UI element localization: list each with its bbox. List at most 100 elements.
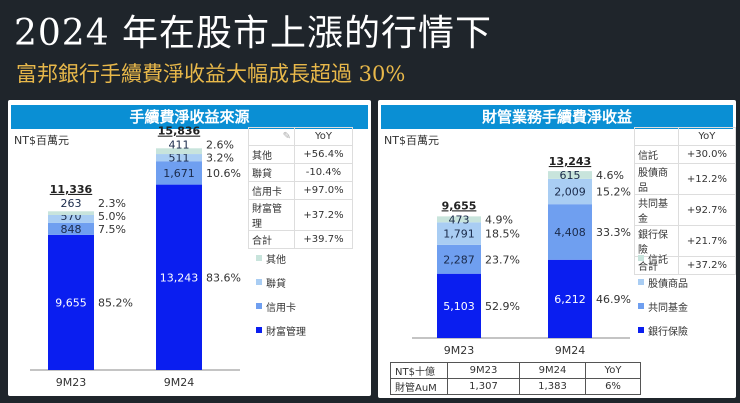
bar-segment [437, 273, 481, 338]
bar-value-label: 2,287 [443, 253, 475, 266]
bar-percent-label: 52.9% [485, 300, 520, 313]
bar-segment [437, 244, 481, 274]
bar-segment [156, 154, 202, 162]
aum-cell: 1,307 [447, 378, 520, 395]
bar-value-label: 1,791 [443, 228, 475, 241]
bar-total-label: 15,836 [158, 125, 201, 138]
bar-segment [156, 148, 202, 155]
legend-swatch [256, 303, 262, 309]
aum-table: NT$十億 9M23 9M24 YoY 財管AuM 1,307 1,383 6% [390, 362, 641, 395]
bar-percent-label: 7.5% [98, 223, 126, 236]
bar-value-label: 848 [61, 223, 82, 236]
fee-income-panel: 手續費淨收益來源 NT$百萬元 9,655 85.2% 848 7.5% 570 5.0%… [8, 100, 371, 396]
legend: 信託股債商品共同基金銀行保險 [638, 246, 688, 342]
aum-cell: 6% [585, 378, 641, 395]
yoy-key: 共同基金 [634, 194, 679, 226]
legend-label: 其他 [266, 254, 286, 266]
aum-cell: 1,383 [519, 378, 586, 395]
bar-value-label: 473 [449, 213, 470, 226]
bar-percent-label: 85.2% [98, 296, 133, 309]
bar-total-label: 9,655 [442, 199, 477, 212]
yoy-header: YoY [294, 127, 353, 146]
wealth-fee-panel: 財管業務手續費淨收益 NT$百萬元 5,103 52.9% 2,287 23.7% 1,… [378, 100, 737, 398]
unit-label: NT$百萬元 [384, 134, 439, 147]
aum-header: YoY [585, 362, 641, 379]
bar-segment [48, 211, 94, 215]
bar-total-label: 11,336 [50, 183, 93, 196]
bar-percent-label: 4.6% [596, 169, 624, 182]
aum-cell: 財管AuM [390, 378, 448, 395]
bar-segment [48, 214, 94, 223]
bar-value-label: 9,655 [55, 296, 87, 309]
bar-value-label: 13,243 [160, 271, 199, 284]
legend-label: 共同基金 [648, 302, 688, 314]
bar-percent-label: 33.3% [596, 226, 631, 239]
legend-item: 聯貸 [256, 270, 306, 294]
slide-subtitle: 富邦銀行手續費淨收益大幅成長超過 30% [16, 62, 406, 86]
bar-percent-label: 2.6% [206, 139, 234, 152]
pencil-icon: ✎ [248, 127, 295, 146]
bar-segment [437, 222, 481, 245]
bar-value-label: 2,009 [554, 186, 586, 199]
bar-percent-label: 3.2% [206, 152, 234, 165]
aum-header: 9M23 [447, 362, 520, 379]
stacked-bar-chart: 5,103 52.9% 2,287 23.7% 1,791 18.5% 473 4.9% 9,6… [412, 155, 631, 357]
panel-title: 財管業務手續費淨收益 [381, 105, 733, 129]
bar-percent-label: 46.9% [596, 293, 631, 306]
x-tick-label: 9M24 [164, 376, 195, 389]
bar-value-label: 615 [560, 169, 581, 182]
bar-segment [548, 204, 592, 260]
legend-label: 銀行保險 [648, 326, 688, 338]
x-tick-label: 9M23 [444, 344, 475, 357]
yoy-key: 信用卡 [248, 181, 295, 200]
yoy-table: YoY 信託 +30.0% 股債商品 +12.2% 共同基金 +92.7% 銀行保險 +… [634, 127, 737, 275]
bar-value-label: 263 [61, 197, 82, 210]
legend-label: 財富管理 [266, 326, 306, 338]
legend-swatch [638, 327, 644, 333]
bar-segment [156, 161, 202, 185]
bar-value-label: 5,103 [443, 300, 475, 313]
yoy-value: +30.0% [677, 145, 737, 164]
yoy-value: +56.4% [294, 145, 353, 164]
bar-segment [548, 259, 592, 338]
bar-percent-label: 10.6% [206, 167, 241, 180]
bar-percent-label: 18.5% [485, 228, 520, 241]
yoy-value: +37.2% [294, 199, 353, 231]
bar-percent-label: 2.3% [98, 197, 126, 210]
bar-segment [48, 222, 94, 235]
legend-item: 財富管理 [256, 318, 306, 342]
legend-label: 信託 [648, 254, 668, 266]
bar-total-label: 13,243 [549, 155, 591, 168]
slide-title: 2024 年在股市上漲的行情下 [14, 13, 493, 54]
legend-item: 股債商品 [638, 270, 688, 294]
stacked-bar-chart: 9,655 85.2%848 7.5%570 5.0%263 2.3%11,3369M2… [30, 125, 241, 389]
bar-percent-label: 83.6% [206, 271, 241, 284]
bar-percent-label: 15.2% [596, 186, 631, 199]
bar-value-label: 6,212 [554, 293, 586, 306]
legend-label: 股債商品 [648, 278, 688, 290]
legend-item: 其他 [256, 246, 306, 270]
legend-label: 聯貸 [266, 278, 286, 290]
bar-value-label: 411 [169, 139, 190, 152]
legend-swatch [256, 279, 262, 285]
bar-segment [48, 234, 94, 370]
bar-value-label: 1,671 [163, 167, 195, 180]
unit-label: NT$百萬元 [14, 134, 69, 147]
bar-segment [156, 184, 202, 370]
legend-swatch [638, 303, 644, 309]
legend-label: 信用卡 [266, 302, 296, 314]
panel-title: 手續費淨收益來源 [11, 105, 368, 129]
legend-item: 共同基金 [638, 294, 688, 318]
yoy-value: +97.0% [294, 181, 353, 200]
yoy-value: -10.4% [294, 163, 353, 182]
aum-header: 9M24 [519, 362, 586, 379]
bar-segment [437, 216, 481, 223]
yoy-key: 財富管理 [248, 199, 295, 231]
yoy-key: 信託 [634, 145, 679, 164]
legend-swatch [256, 327, 262, 333]
x-tick-label: 9M23 [56, 376, 87, 389]
bar-value-label: 511 [169, 152, 190, 165]
bar-percent-label: 4.9% [485, 213, 513, 226]
bar-percent-label: 23.7% [485, 253, 520, 266]
bar-segment [548, 171, 592, 179]
